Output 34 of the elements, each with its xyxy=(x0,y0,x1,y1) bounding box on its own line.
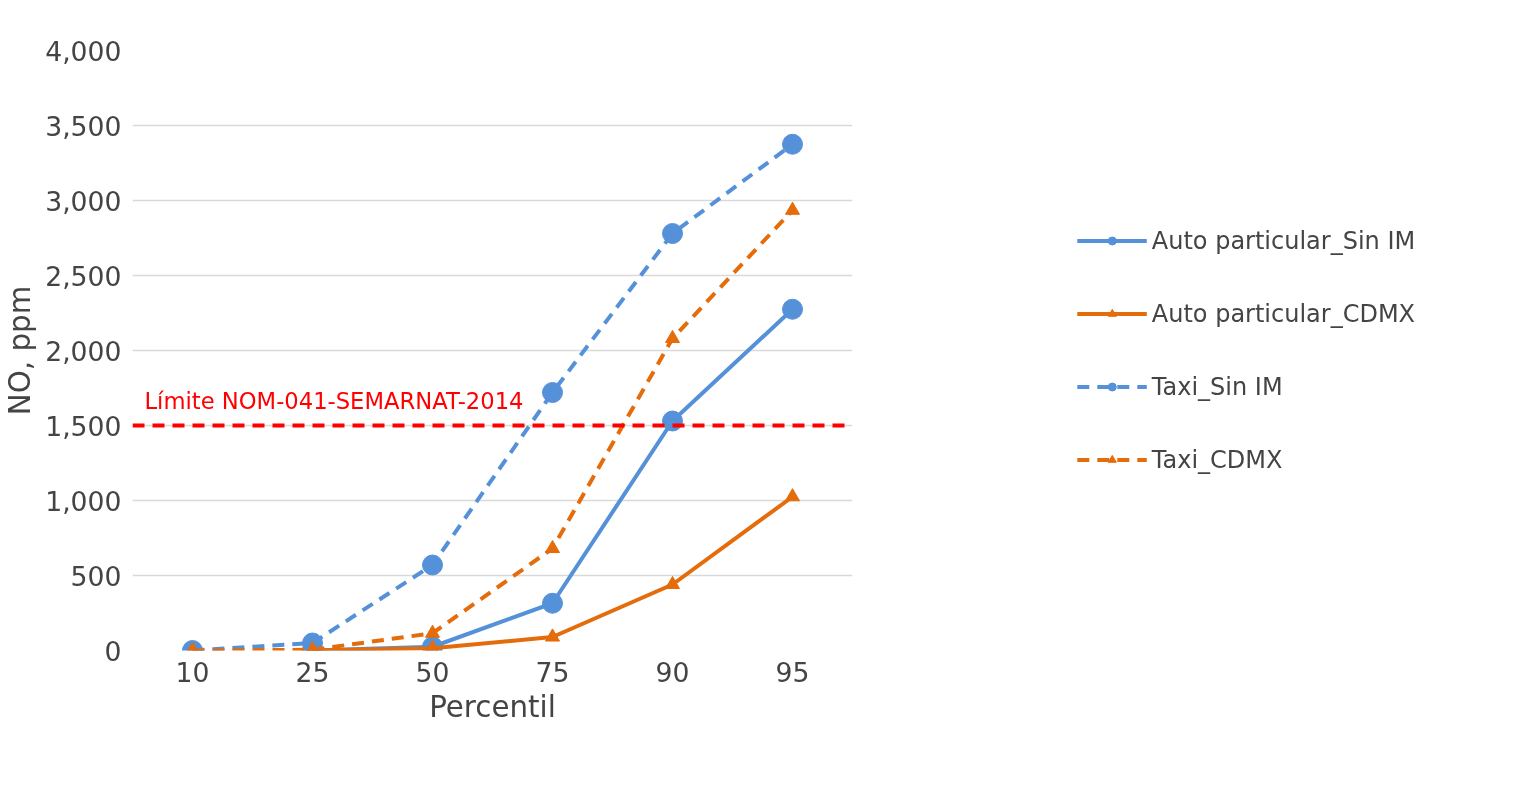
y-tick-label: 1,500 xyxy=(45,410,122,442)
y-tick-label: 3,500 xyxy=(45,110,122,142)
point xyxy=(545,628,560,642)
y-tick-label: 4,000 xyxy=(45,35,122,67)
y-tick-label: 2,500 xyxy=(45,260,122,292)
point xyxy=(542,592,563,614)
y-tick-label: 1,000 xyxy=(45,485,122,517)
point xyxy=(542,382,563,403)
y-tick-label: 3,000 xyxy=(45,185,122,217)
x-axis-title: Percentil xyxy=(429,689,556,724)
x-tick-label: 25 xyxy=(295,656,330,688)
x-tick-label: 75 xyxy=(535,656,570,688)
y-axis-title: NO, ppm xyxy=(3,285,38,416)
point xyxy=(545,539,560,554)
legend-label: Taxi_Sin IM xyxy=(1151,372,1283,401)
x-tick-label: 95 xyxy=(775,656,810,688)
point xyxy=(425,624,440,638)
x-tick-label: 90 xyxy=(655,656,690,688)
x-tick-label: 10 xyxy=(175,656,210,688)
y-tick-label: 2,000 xyxy=(45,335,122,367)
legend-label: Taxi_CDMX xyxy=(1151,445,1283,474)
point xyxy=(662,223,683,244)
point xyxy=(785,488,800,502)
point xyxy=(782,298,803,320)
y-tick-label: 0 xyxy=(104,635,122,667)
legend-label: Auto particular_CDMX xyxy=(1151,299,1416,328)
y-tick-label: 500 xyxy=(70,560,122,592)
point xyxy=(782,133,803,155)
point xyxy=(422,554,443,576)
legend-label: Auto particular_Sin IM xyxy=(1151,226,1416,255)
ref-line-label: Límite NOM-041-SEMARNAT-2014 xyxy=(144,387,524,414)
x-tick-label: 50 xyxy=(415,656,450,688)
point xyxy=(665,329,680,344)
point xyxy=(665,575,680,590)
